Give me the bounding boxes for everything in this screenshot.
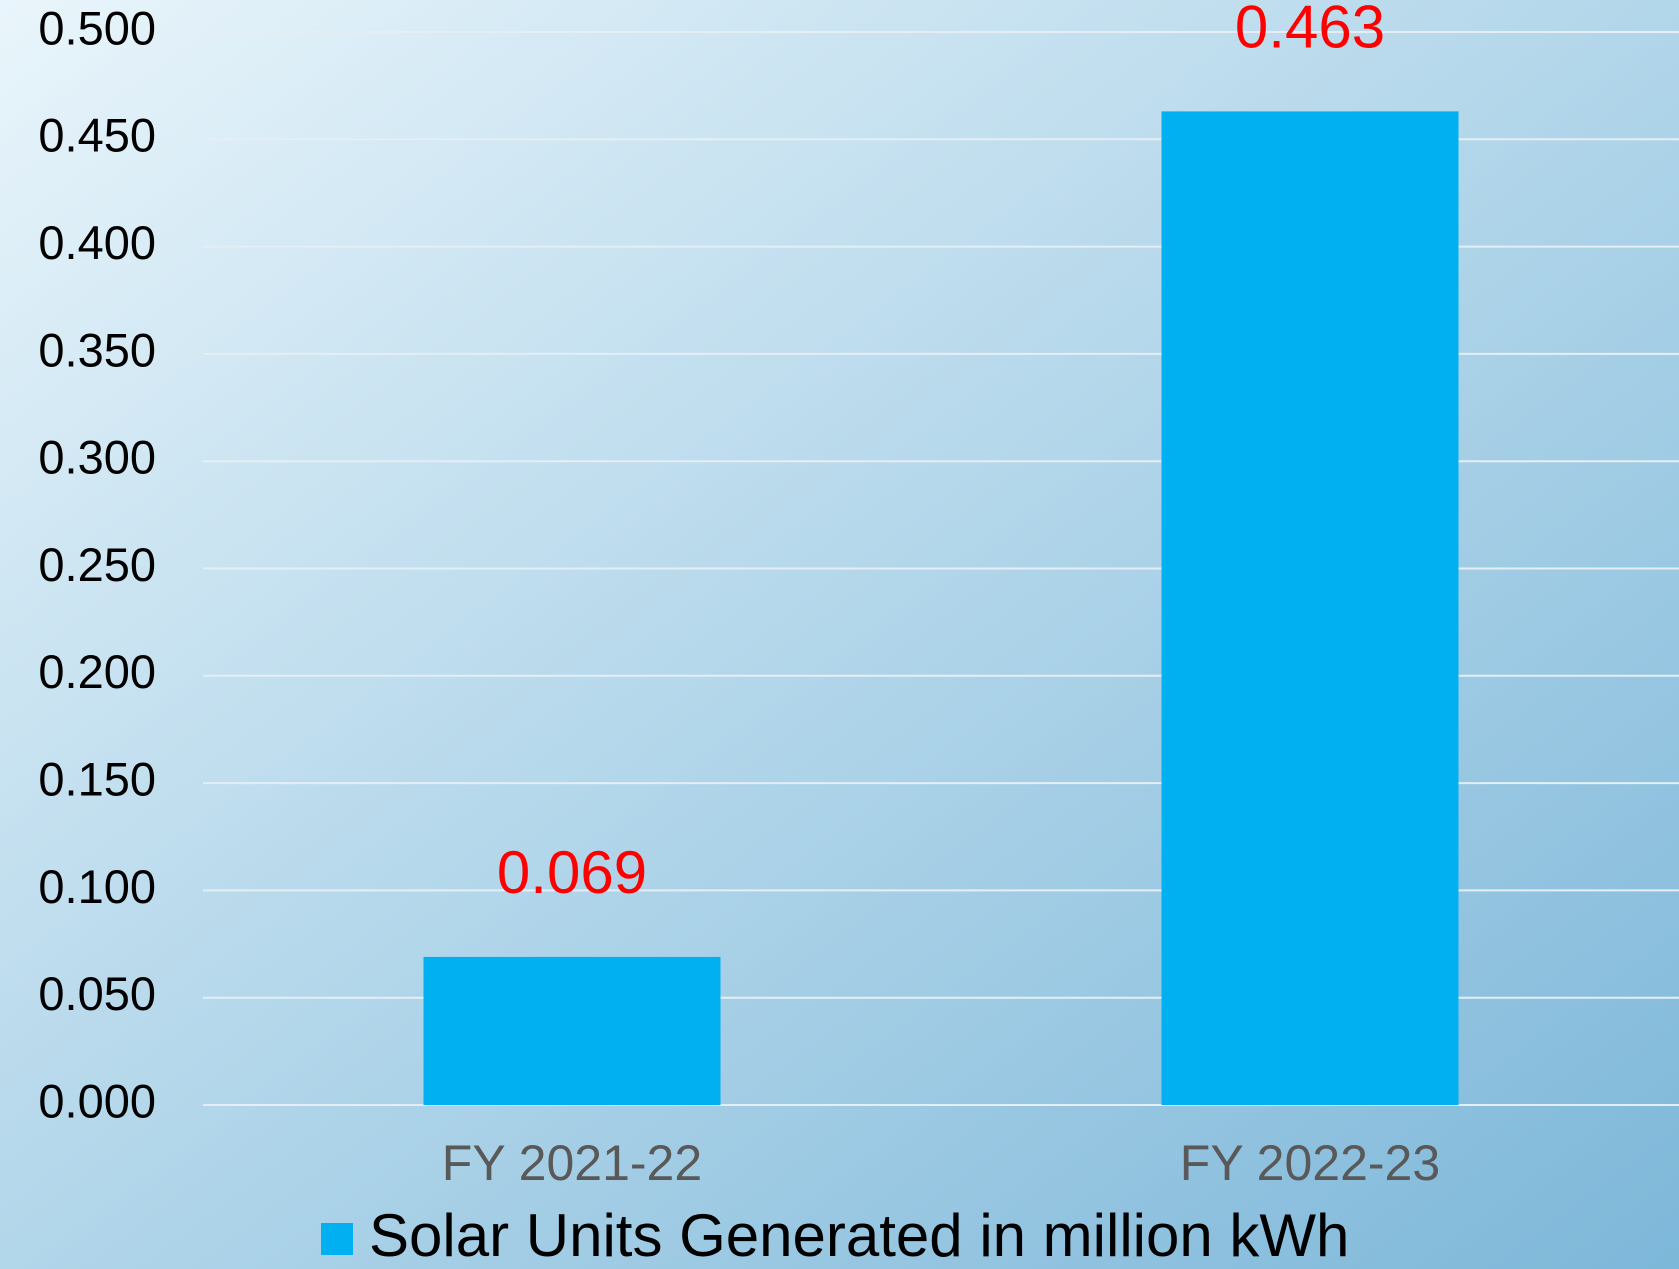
y-tick-label: 0.250 bbox=[38, 538, 156, 591]
x-tick-label: FY 2021-22 bbox=[442, 1135, 702, 1191]
y-tick-label: 0.400 bbox=[38, 216, 156, 269]
y-tick-label: 0.100 bbox=[38, 860, 156, 913]
value-label: 0.463 bbox=[1235, 0, 1385, 60]
y-tick-label: 0.350 bbox=[38, 323, 156, 376]
y-tick-label: 0.200 bbox=[38, 645, 156, 698]
value-label: 0.069 bbox=[497, 839, 647, 906]
y-tick-label: 0.450 bbox=[38, 109, 156, 162]
x-tick-label: FY 2022-23 bbox=[1180, 1135, 1440, 1191]
y-tick-label: 0.500 bbox=[38, 1, 156, 54]
y-tick-label: 0.000 bbox=[38, 1074, 156, 1127]
y-tick-label: 0.050 bbox=[38, 967, 156, 1020]
bar bbox=[423, 956, 721, 1105]
legend-label: Solar Units Generated in million kWh bbox=[369, 1202, 1349, 1269]
y-tick-label: 0.150 bbox=[38, 753, 156, 806]
bar bbox=[1161, 111, 1459, 1106]
legend-swatch bbox=[321, 1223, 353, 1255]
y-tick-label: 0.300 bbox=[38, 431, 156, 484]
